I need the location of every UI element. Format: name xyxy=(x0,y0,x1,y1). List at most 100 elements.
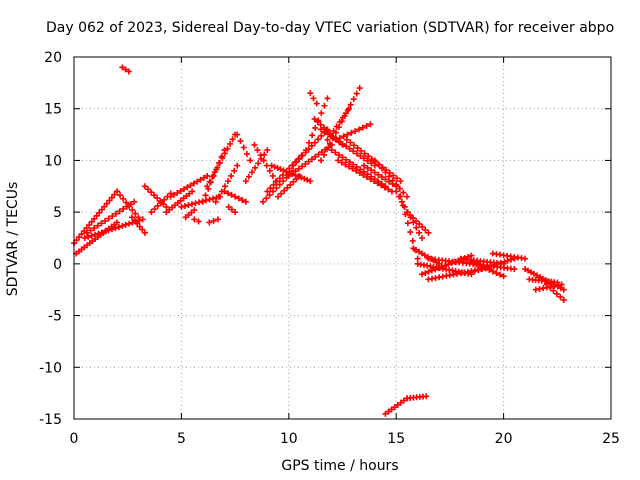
data-point xyxy=(151,206,158,213)
data-point xyxy=(400,397,407,404)
y-tick-label: 0 xyxy=(53,257,62,273)
data-point xyxy=(144,186,151,193)
data-point xyxy=(210,217,217,224)
data-point xyxy=(318,126,325,133)
data-point xyxy=(522,255,529,262)
data-point xyxy=(339,114,346,121)
data-point xyxy=(228,172,235,179)
data-point xyxy=(263,195,270,202)
data-point xyxy=(122,221,129,228)
x-tick-label: 25 xyxy=(602,431,620,447)
data-point xyxy=(553,290,560,297)
data-point xyxy=(346,145,353,152)
data-point xyxy=(368,167,375,174)
data-point xyxy=(407,229,414,236)
data-point xyxy=(558,281,565,288)
data-point xyxy=(271,163,278,170)
data-point xyxy=(125,68,132,75)
data-point xyxy=(371,157,378,164)
data-point xyxy=(389,177,396,184)
data-point xyxy=(410,215,417,222)
data-point xyxy=(86,221,93,228)
data-point xyxy=(313,100,320,107)
data-point xyxy=(324,136,331,143)
data-point xyxy=(345,163,352,170)
data-point xyxy=(264,147,271,154)
data-point xyxy=(321,102,328,109)
data-point xyxy=(378,165,385,172)
data-point xyxy=(350,148,357,155)
data-point xyxy=(349,165,356,172)
data-point xyxy=(264,188,271,195)
data-point xyxy=(299,152,306,159)
data-point xyxy=(336,135,343,142)
data-point xyxy=(88,218,95,225)
data-point xyxy=(189,188,196,195)
data-point xyxy=(148,189,155,196)
data-point xyxy=(359,124,366,131)
data-point xyxy=(234,162,241,169)
data-point xyxy=(375,171,382,178)
data-point xyxy=(333,123,340,130)
data-point xyxy=(242,198,249,205)
data-point xyxy=(378,174,385,181)
data-point xyxy=(302,147,309,154)
y-tick-labels: -15 -10 -5 0 5 10 15 20 xyxy=(39,50,62,428)
data-point xyxy=(474,267,481,274)
data-point xyxy=(276,181,283,188)
data-point xyxy=(266,191,273,198)
data-point xyxy=(493,270,500,277)
data-point xyxy=(163,203,170,210)
data-point xyxy=(178,203,185,210)
data-point xyxy=(394,401,401,408)
data-point xyxy=(491,261,498,268)
data-point xyxy=(355,126,362,133)
data-point xyxy=(251,141,258,148)
data-point xyxy=(353,90,360,97)
y-tick-label: 20 xyxy=(44,50,62,66)
data-point xyxy=(157,199,164,206)
data-point xyxy=(365,153,372,160)
data-point xyxy=(353,167,360,174)
data-point xyxy=(471,268,478,275)
data-point xyxy=(358,147,365,154)
data-point xyxy=(306,139,313,146)
data-point xyxy=(109,226,116,233)
data-point xyxy=(225,178,232,185)
data-point xyxy=(91,215,98,222)
data-point xyxy=(338,159,345,166)
data-point xyxy=(194,178,201,185)
data-point xyxy=(112,210,119,217)
data-point xyxy=(301,175,308,182)
data-point xyxy=(76,234,83,241)
data-point xyxy=(309,132,316,139)
data-point xyxy=(268,162,275,169)
data-point xyxy=(418,271,425,278)
data-point xyxy=(207,179,214,186)
data-point xyxy=(312,153,319,160)
data-point xyxy=(270,188,277,195)
data-point xyxy=(270,181,277,188)
data-point xyxy=(413,218,420,225)
x-tick-label: 10 xyxy=(280,431,298,447)
data-point xyxy=(184,184,191,191)
data-point xyxy=(91,225,98,232)
data-point xyxy=(116,208,123,215)
data-point xyxy=(315,136,322,143)
data-point xyxy=(385,408,392,415)
data-point xyxy=(343,136,350,143)
data-point xyxy=(397,178,404,185)
data-point xyxy=(248,169,255,176)
data-point xyxy=(148,209,155,216)
data-point xyxy=(191,207,198,214)
data-point xyxy=(468,252,475,259)
data-point xyxy=(154,202,161,209)
x-axis-label: GPS time / hours xyxy=(281,458,398,474)
data-point xyxy=(560,297,567,304)
data-point xyxy=(340,133,347,140)
data-point xyxy=(73,237,80,244)
data-point xyxy=(95,230,102,237)
y-tick-label: -15 xyxy=(39,412,62,428)
data-point xyxy=(328,133,335,140)
data-point xyxy=(425,229,432,236)
